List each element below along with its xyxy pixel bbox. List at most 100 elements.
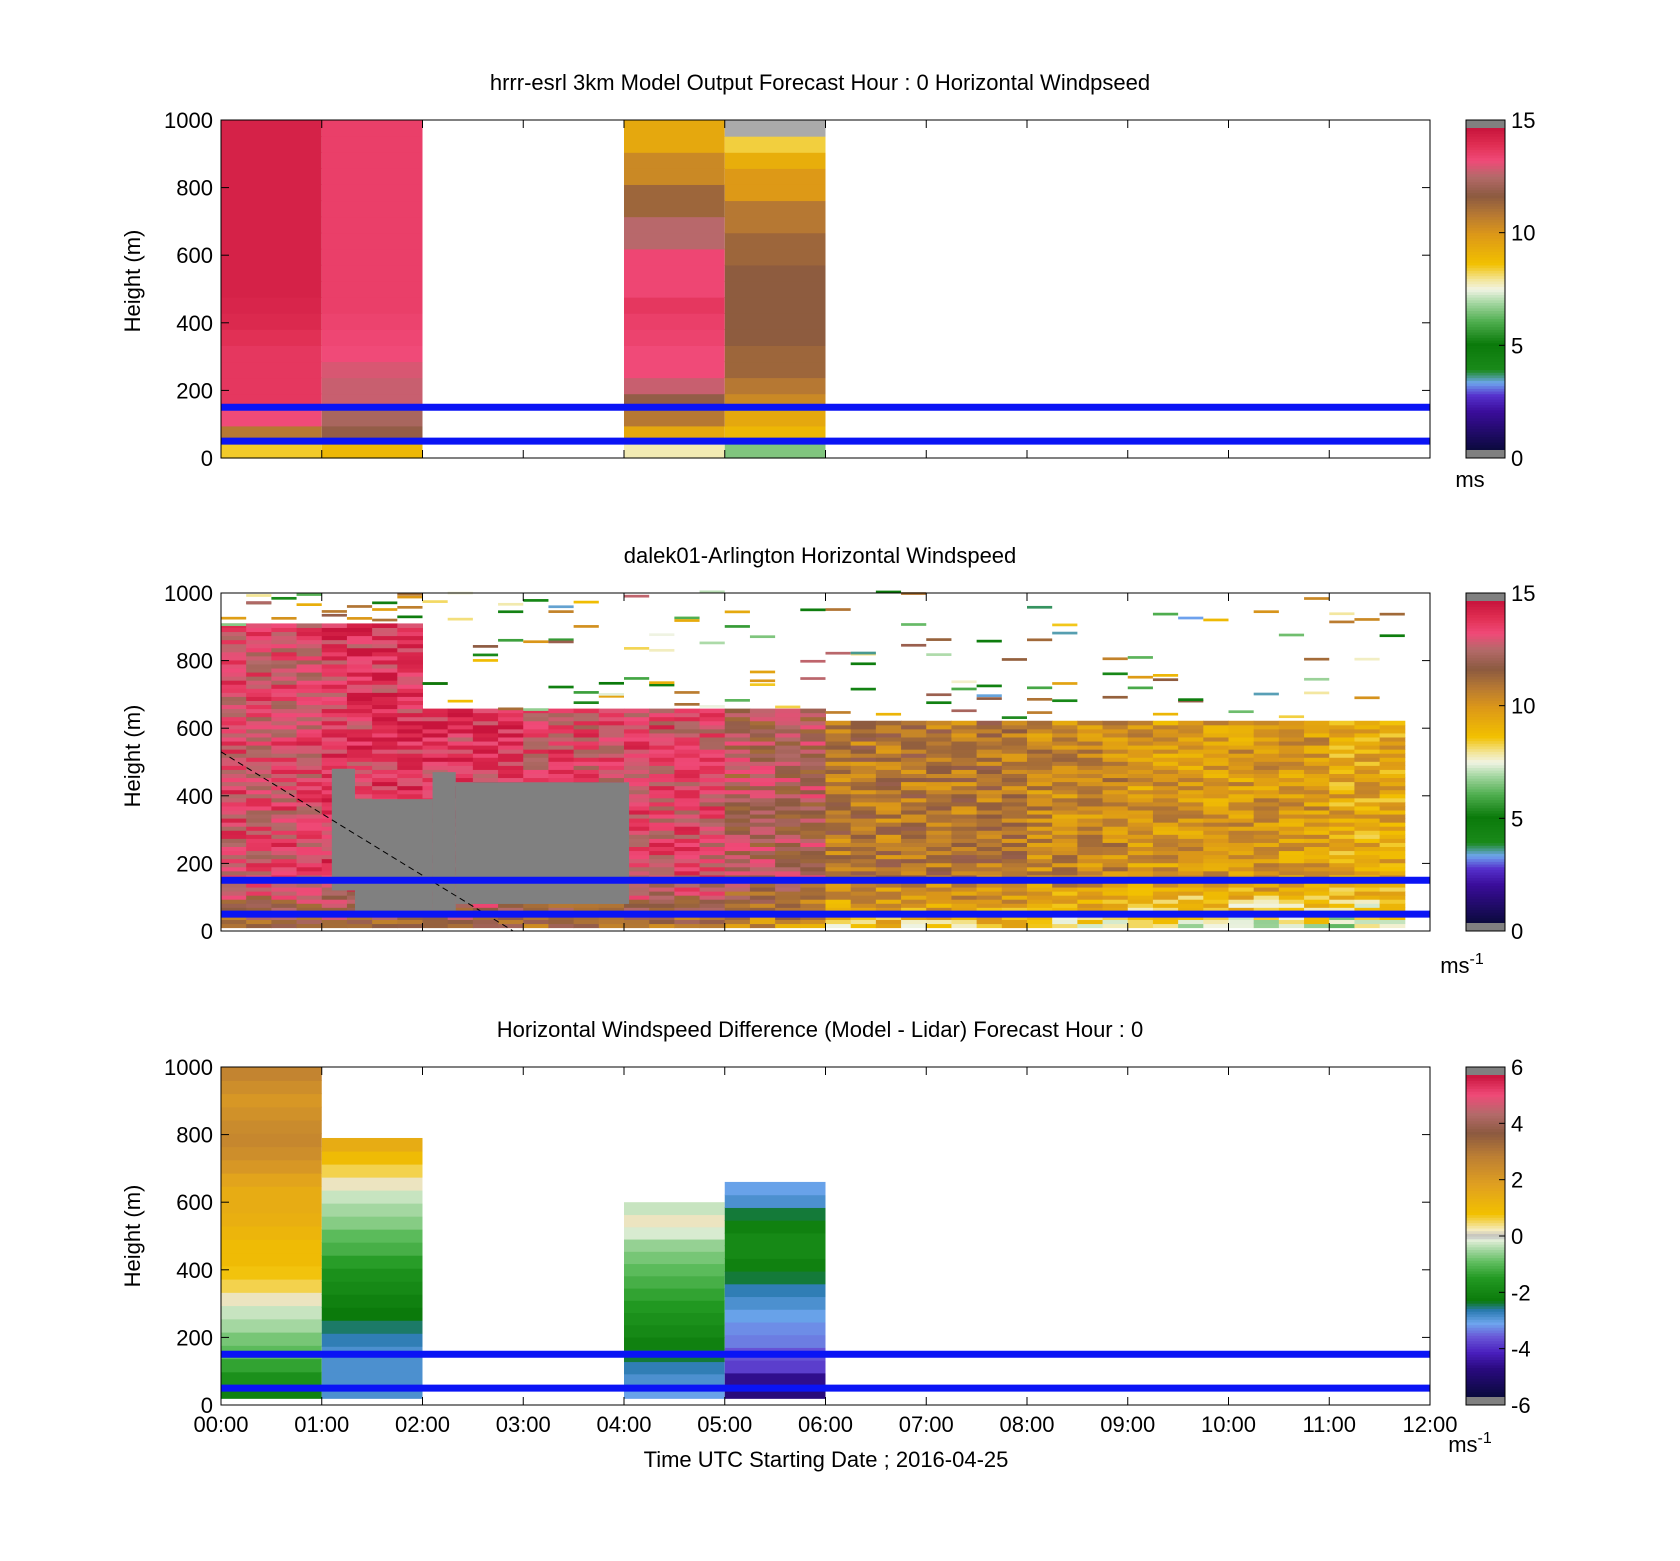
heat-cell xyxy=(850,757,877,762)
heat-cell xyxy=(1253,736,1280,742)
heat-cell xyxy=(1027,822,1053,827)
heat-cell xyxy=(699,761,726,766)
heat-cell xyxy=(1178,883,1204,888)
heat-cell xyxy=(573,749,600,754)
heat-cell xyxy=(271,688,298,693)
heat-cell xyxy=(598,753,625,758)
heat-cell xyxy=(221,1067,322,1081)
heat-cell xyxy=(724,805,751,811)
heat-cell xyxy=(447,712,474,718)
heat-cell xyxy=(472,720,499,726)
colorbar-segment xyxy=(1466,694,1505,699)
heat-cell xyxy=(296,883,323,888)
heat-cell xyxy=(346,773,373,779)
colorbar-segment xyxy=(1466,1329,1505,1334)
heat-cell xyxy=(321,441,423,459)
heat-cell xyxy=(775,846,801,852)
heat-cell xyxy=(825,805,852,811)
colorbar-segment xyxy=(1466,420,1505,424)
x-tick-label: 04:00 xyxy=(596,1412,651,1437)
heat-cell xyxy=(573,712,600,718)
heat-cell xyxy=(271,616,297,620)
heat-cell xyxy=(346,692,373,697)
heat-cell xyxy=(1052,753,1078,758)
heat-cell xyxy=(775,907,801,912)
heat-cell xyxy=(749,753,776,758)
heat-cell xyxy=(775,805,801,811)
y-tick-label: 200 xyxy=(176,1325,213,1350)
heat-cell xyxy=(901,728,927,734)
x-tick-label: 06:00 xyxy=(798,1412,853,1437)
heat-cell xyxy=(372,680,398,685)
heat-cell xyxy=(1077,854,1104,860)
heat-cell xyxy=(850,745,877,750)
heat-cell xyxy=(624,120,725,137)
heat-cell xyxy=(1152,818,1179,823)
heat-cell xyxy=(1329,923,1355,929)
heat-cell xyxy=(346,617,373,620)
heat-cell xyxy=(1077,732,1104,738)
heat-cell xyxy=(1278,915,1305,921)
heat-cell xyxy=(1127,757,1154,762)
colorbar-segment xyxy=(1466,380,1505,384)
heat-cell xyxy=(1077,830,1104,835)
heat-cell xyxy=(346,627,373,633)
heat-cell xyxy=(1152,745,1179,750)
heat-cell xyxy=(624,745,650,750)
heat-cell xyxy=(1152,678,1179,682)
colorbar-segment xyxy=(1466,839,1505,844)
heat-cell xyxy=(875,781,902,787)
heat-cell xyxy=(1228,919,1255,925)
colorbar-segment xyxy=(1466,431,1505,435)
heat-cell xyxy=(875,777,902,783)
heat-cell xyxy=(1052,801,1078,807)
colorbar-segment xyxy=(1466,1351,1505,1355)
heat-cell xyxy=(1354,870,1381,876)
heat-cell xyxy=(649,854,675,860)
heat-cell xyxy=(1379,895,1406,900)
heat-cell xyxy=(246,919,272,925)
heat-cell xyxy=(1203,781,1229,787)
heat-cell xyxy=(498,707,524,711)
heat-cell xyxy=(875,720,902,726)
heat-cell xyxy=(699,858,726,864)
heat-cell xyxy=(372,704,398,710)
heat-cell xyxy=(649,773,675,779)
heat-cell xyxy=(926,818,952,823)
heat-cell xyxy=(397,720,423,726)
heat-cell xyxy=(321,1203,423,1217)
heat-cell xyxy=(346,668,373,673)
heat-cell xyxy=(1052,797,1078,803)
heat-cell xyxy=(346,753,373,758)
heat-cell xyxy=(573,732,600,738)
heat-cell xyxy=(699,793,726,799)
heat-cell xyxy=(296,907,323,912)
heat-cell xyxy=(649,826,675,831)
heat-cell xyxy=(951,793,978,799)
heat-cell xyxy=(674,842,701,847)
heat-cell xyxy=(850,891,877,896)
colorbar-segment xyxy=(1466,393,1505,397)
heat-cell xyxy=(1228,724,1255,730)
heat-cell xyxy=(1253,866,1280,872)
heat-cell xyxy=(800,761,826,766)
heat-cell xyxy=(221,659,247,665)
heat-cell xyxy=(1329,745,1355,750)
heat-cell xyxy=(523,712,549,718)
heat-cell xyxy=(1178,818,1204,823)
colorbar-segment xyxy=(1466,1394,1505,1398)
heat-cell xyxy=(699,712,726,718)
heat-cell xyxy=(800,899,826,904)
heat-cell xyxy=(775,757,801,762)
heat-cell xyxy=(674,805,701,811)
heat-cell xyxy=(875,858,902,864)
heat-cell xyxy=(372,692,398,697)
heat-cell xyxy=(825,846,852,852)
heat-cell xyxy=(271,870,298,876)
heat-cell xyxy=(397,672,423,677)
heat-cell xyxy=(1354,826,1381,831)
heat-cell xyxy=(951,749,978,754)
heat-cell xyxy=(346,781,373,787)
heat-cell xyxy=(221,818,247,823)
colorbar-underflow-cap xyxy=(1466,1397,1505,1405)
